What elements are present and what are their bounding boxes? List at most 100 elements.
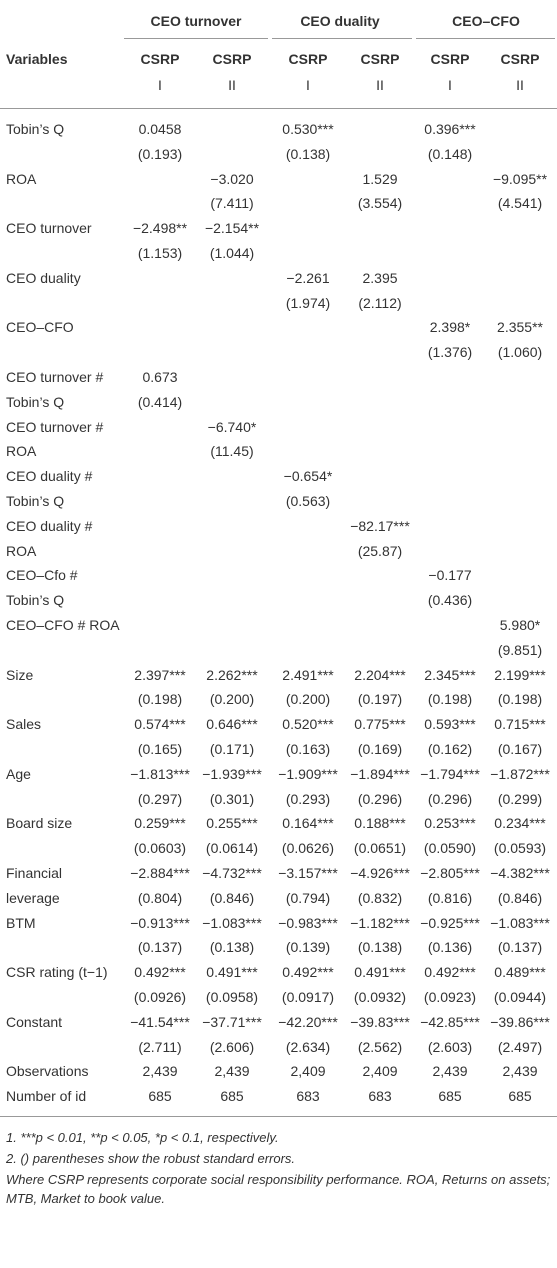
cell: (0.138) bbox=[357, 939, 403, 956]
cell: (0.137) bbox=[137, 939, 183, 956]
row-label: CEO turnover # bbox=[6, 369, 104, 385]
cell: (0.0651) bbox=[353, 840, 407, 857]
row-label: ROA bbox=[6, 170, 37, 187]
cell: −39.83*** bbox=[350, 1013, 410, 1030]
cell: (1.376) bbox=[427, 344, 473, 361]
cell: (0.165) bbox=[137, 741, 183, 757]
cell: (0.138) bbox=[209, 939, 255, 956]
row-label: Size bbox=[6, 666, 34, 683]
row-label: Tobin’s Q bbox=[6, 592, 65, 609]
cell: (0.198) bbox=[497, 691, 543, 708]
note: 1. ***p < 0.01, **p < 0.05, *p < 0.1, re… bbox=[6, 1130, 279, 1145]
cell: (0.171) bbox=[209, 741, 255, 757]
cell: −1.083*** bbox=[490, 914, 550, 931]
cell: 2.262*** bbox=[206, 666, 258, 683]
sub-header: CSRP bbox=[500, 51, 540, 67]
cell: (2.497) bbox=[497, 1038, 543, 1055]
cell: (2.112) bbox=[358, 294, 402, 311]
cell: (2.634) bbox=[285, 1038, 331, 1055]
cell: −42.85*** bbox=[420, 1013, 480, 1030]
cell: (0.136) bbox=[427, 939, 473, 956]
cell: (0.167) bbox=[497, 741, 543, 757]
cell: 2,439 bbox=[142, 1063, 178, 1080]
rule bbox=[0, 108, 557, 109]
cell: (0.794) bbox=[285, 889, 331, 906]
cell: (0.0944) bbox=[493, 989, 547, 1005]
cell: 0.492*** bbox=[134, 964, 186, 981]
cell: 0.530*** bbox=[282, 121, 334, 137]
cell: 683 bbox=[368, 1088, 392, 1105]
cell: 2.199*** bbox=[494, 666, 546, 683]
cell: (0.0614) bbox=[205, 840, 259, 857]
cell: −0.983*** bbox=[278, 914, 338, 931]
cell: −0.177 bbox=[428, 567, 472, 584]
row-label: leverage bbox=[6, 889, 60, 906]
cell: (0.198) bbox=[427, 691, 473, 708]
cell: (0.0603) bbox=[133, 840, 187, 857]
cell: 2,409 bbox=[362, 1063, 398, 1080]
cell: (2.606) bbox=[209, 1038, 255, 1055]
model-header: I bbox=[306, 77, 310, 93]
cell: −1.083*** bbox=[202, 914, 262, 931]
group-header: CEO turnover bbox=[150, 13, 242, 29]
cell: (0.163) bbox=[285, 741, 331, 757]
row-label: CEO–CFO # ROA bbox=[6, 617, 120, 633]
cell: 2.491*** bbox=[282, 666, 334, 683]
cell: (2.603) bbox=[427, 1038, 473, 1055]
cell: 0.164*** bbox=[282, 815, 334, 832]
cell: (0.0917) bbox=[281, 989, 335, 1005]
cell: 2,439 bbox=[502, 1063, 538, 1080]
cell: 0.253*** bbox=[424, 815, 476, 832]
cell: (0.414) bbox=[137, 393, 183, 410]
rule bbox=[124, 38, 268, 39]
cell: (0.0926) bbox=[133, 989, 187, 1005]
row-label: Observations bbox=[6, 1063, 89, 1080]
cell: (0.198) bbox=[137, 691, 183, 708]
cell: (1.974) bbox=[285, 294, 331, 311]
cell: 685 bbox=[220, 1088, 244, 1105]
cell: (0.0932) bbox=[353, 989, 407, 1005]
cell: −82.17*** bbox=[350, 517, 410, 534]
model-header: I bbox=[448, 77, 452, 93]
row-label: CSR rating (t−1) bbox=[6, 964, 108, 981]
cell: (0.200) bbox=[285, 691, 331, 708]
cell: 0.574*** bbox=[134, 716, 186, 733]
model-header: II bbox=[228, 77, 236, 93]
cell: (0.200) bbox=[209, 691, 255, 708]
cell: (0.139) bbox=[285, 939, 331, 956]
rule bbox=[416, 38, 555, 39]
row-label: Financial bbox=[6, 865, 63, 881]
cell: (9.851) bbox=[497, 641, 543, 658]
cell: −2.261 bbox=[286, 269, 330, 286]
cell: 2.395 bbox=[362, 269, 398, 286]
row-label: Number of id bbox=[6, 1088, 87, 1105]
cell: (0.832) bbox=[357, 889, 403, 906]
cell: (2.562) bbox=[357, 1038, 403, 1055]
column-header: Variables bbox=[6, 51, 68, 67]
cell: (0.301) bbox=[209, 790, 255, 807]
cell: −3.020 bbox=[210, 170, 254, 187]
cell: (0.846) bbox=[497, 889, 543, 906]
cell: 0.188*** bbox=[354, 815, 406, 832]
cell: (11.45) bbox=[210, 443, 254, 460]
cell: 2.345*** bbox=[424, 666, 476, 683]
cell: (7.411) bbox=[210, 195, 254, 212]
cell: 1.529 bbox=[362, 170, 398, 187]
cell: (0.299) bbox=[497, 790, 543, 807]
cell: −0.925*** bbox=[420, 914, 480, 931]
cell: (0.0923) bbox=[423, 989, 477, 1005]
cell: (0.563) bbox=[285, 493, 331, 509]
cell: (0.162) bbox=[427, 741, 473, 757]
cell: (0.804) bbox=[137, 889, 183, 906]
row-label: CEO turnover # bbox=[6, 418, 104, 435]
cell: (0.846) bbox=[209, 889, 255, 906]
cell: 0.255*** bbox=[206, 815, 258, 832]
cell: −3.157*** bbox=[278, 865, 338, 881]
row-label: ROA bbox=[6, 542, 37, 559]
row-label: Age bbox=[6, 765, 31, 782]
row-label: CEO duality bbox=[6, 269, 81, 286]
model-header: I bbox=[158, 77, 162, 93]
cell: 685 bbox=[148, 1088, 172, 1105]
cell: 0.715*** bbox=[494, 716, 546, 733]
